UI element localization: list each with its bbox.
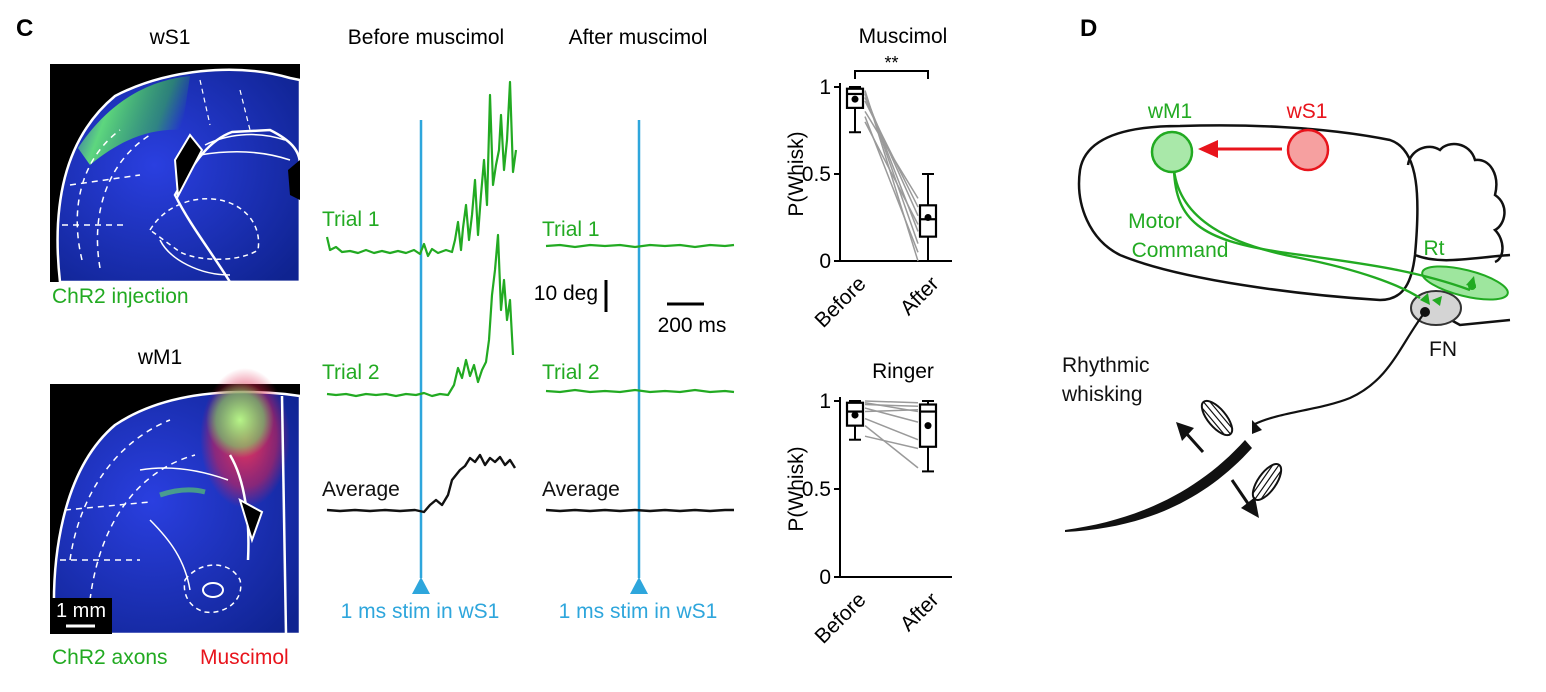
average-before-trace	[326, 453, 517, 514]
chr2-axons-label: ChR2 axons	[52, 646, 168, 669]
whisker	[1065, 440, 1252, 532]
trial1-before-label: Trial 1	[322, 208, 380, 231]
rodent-brain-outline	[1077, 124, 1511, 327]
motor-command-path-2	[1172, 169, 1421, 300]
stim-triangle-after	[630, 577, 648, 594]
scale-bar-1mm-label: 1 mm	[56, 600, 106, 622]
rt-neuron-dot	[1468, 282, 1476, 290]
y-tick-label: 0.5	[802, 478, 831, 501]
y-tick-label: 1	[819, 76, 831, 99]
whisk-arrow-down	[1230, 479, 1251, 506]
fn-label: FN	[1429, 338, 1457, 361]
scale-bar-1mm: 1 mm	[50, 598, 112, 634]
trial1-after-label: Trial 1	[542, 218, 600, 241]
scale-bar-10deg-label: 10 deg	[534, 282, 598, 305]
y-axis-label: P(Whisk)	[785, 131, 808, 216]
mean-dot	[924, 214, 932, 221]
trial2-after-trace	[545, 388, 735, 394]
paired-line	[864, 400, 919, 404]
y-tick-label: 1	[819, 390, 831, 413]
wm1-circle	[1150, 130, 1194, 174]
trial2-before-label: Trial 2	[322, 361, 380, 384]
trial1-before-trace	[325, 80, 518, 258]
rt-label: Rt	[1424, 237, 1445, 260]
significance-bracket	[854, 70, 929, 79]
mean-dot	[924, 422, 932, 430]
y-tick-label: 0	[819, 566, 831, 589]
paired-line	[864, 403, 919, 408]
trial1-after-trace	[545, 243, 735, 249]
x-tick-label: Before	[811, 272, 871, 332]
average-before-label: Average	[322, 478, 400, 501]
wm1-title: wM1	[137, 346, 182, 369]
paired-line	[864, 409, 919, 413]
muscle-lower-icon	[1251, 463, 1283, 501]
paired-line	[864, 110, 919, 199]
chart-title: Muscimol	[859, 25, 948, 48]
mean-dot	[851, 95, 859, 103]
x-tick-label: Before	[811, 588, 871, 648]
wm1-brain-image	[50, 368, 302, 636]
scale-bar-200ms-label: 200 ms	[658, 314, 727, 337]
x-tick-label: After	[896, 272, 944, 320]
y-tick-label: 0.5	[802, 163, 831, 186]
x-tick-label: After	[896, 588, 944, 636]
ws1-title: wS1	[149, 26, 191, 49]
wm1-diagram-label: wM1	[1147, 100, 1192, 123]
motor-label: Motor	[1128, 210, 1182, 233]
fn-output-path	[1254, 311, 1426, 425]
average-after-label: Average	[542, 478, 620, 501]
paired-line	[864, 417, 919, 441]
muscimol-label: Muscimol	[200, 646, 289, 669]
whisking-label: whisking	[1061, 383, 1143, 406]
rt-nucleus	[1421, 265, 1509, 301]
whisk-arrowhead-down	[1241, 497, 1259, 518]
before-muscimol-title: Before muscimol	[348, 26, 504, 49]
fn-green-terminals	[1420, 293, 1442, 306]
y-axis-label: P(Whisk)	[785, 446, 808, 531]
whisk-arrowhead-up	[1176, 422, 1194, 441]
ws1-to-wm1-arrowhead	[1198, 140, 1218, 158]
mean-dot	[851, 411, 859, 419]
ws1-brain-image	[50, 64, 302, 284]
stim-triangle-before	[412, 577, 430, 594]
chart-title: Ringer	[872, 360, 934, 383]
muscimol-boxplot: Muscimol P(Whisk) 0 0.5 1 Before After **	[785, 25, 952, 332]
paired-line	[864, 407, 919, 423]
chr2-injection-label: ChR2 injection	[52, 285, 189, 308]
command-label: Command	[1132, 239, 1229, 262]
panel-d-label: D	[1080, 15, 1097, 42]
stim-label-after: 1 ms stim in wS1	[559, 600, 718, 623]
whisk-arrow-up	[1184, 431, 1205, 454]
average-after-trace	[545, 508, 734, 513]
rhythmic-label: Rhythmic	[1062, 354, 1150, 377]
panel-c-label: C	[16, 15, 33, 42]
muscle-upper-icon	[1200, 399, 1234, 437]
paired-line	[864, 425, 919, 469]
ws1-circle	[1286, 128, 1330, 172]
motor-command-path	[1172, 169, 1471, 292]
fn-output-terminal	[1252, 420, 1262, 434]
ws1-diagram-label: wS1	[1286, 100, 1328, 123]
significance-stars: **	[884, 53, 898, 73]
after-muscimol-title: After muscimol	[569, 26, 708, 49]
trial2-after-label: Trial 2	[542, 361, 600, 384]
paired-line	[864, 435, 919, 450]
paired-line	[864, 121, 919, 225]
trial2-before-trace	[326, 233, 515, 398]
ringer-boxplot: Ringer P(Whisk) 0 0.5 1 Before After	[785, 360, 952, 648]
y-tick-label: 0	[819, 250, 831, 273]
stim-label-before: 1 ms stim in wS1	[341, 600, 500, 623]
